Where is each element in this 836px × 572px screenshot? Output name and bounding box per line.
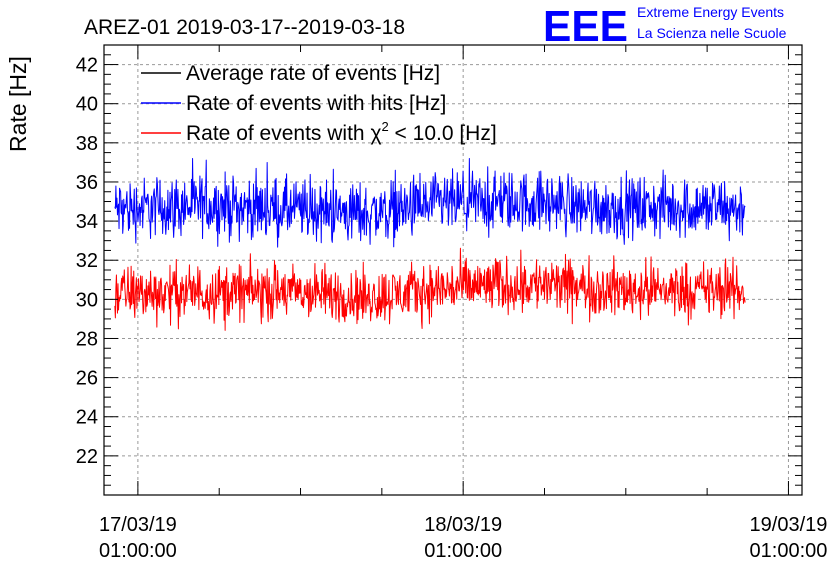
legend-label-hits: Rate of events with hits [Hz] — [186, 92, 446, 115]
y-tick-label: 24 — [76, 407, 98, 429]
y-tick-label: 26 — [76, 368, 98, 390]
y-tick-label: 32 — [76, 250, 98, 272]
x-tick-date-label: 17/03/19 — [99, 514, 177, 536]
y-tick-label: 42 — [76, 55, 98, 77]
series-layer — [114, 157, 746, 331]
eee-logo: EEE Extreme Energy Events La Scienza nel… — [543, 2, 787, 51]
legend-label-chi2: Rate of events with χ2 < 10.0 [Hz] — [186, 119, 497, 145]
x-ticks: 17/03/19 01:00:00 18/03/19 01:00:00 19/03/19… — [99, 45, 827, 562]
y-axis-label: Rate [Hz] — [5, 56, 31, 152]
y-tick-label: 22 — [76, 446, 98, 468]
x-tick-date-label: 19/03/19 — [750, 514, 828, 536]
y-tick-label: 40 — [76, 94, 98, 116]
y-ticks: 22 24 26 28 30 32 34 36 38 40 42 — [76, 44, 802, 486]
logo-line-2: La Scienza nelle Scuole — [637, 25, 787, 41]
x-tick-time-label: 01:00:00 — [99, 540, 177, 562]
legend-chi2-suffix: < 10.0 [Hz] — [389, 122, 497, 145]
x-tick-time-label: 01:00:00 — [750, 540, 828, 562]
x-tick-date-label: 18/03/19 — [424, 514, 502, 536]
legend-label-average: Average rate of events [Hz] — [186, 62, 440, 85]
y-tick-label: 38 — [76, 133, 98, 155]
y-tick-label: 34 — [76, 211, 98, 233]
y-tick-label: 30 — [76, 289, 98, 311]
x-tick-time-label: 01:00:00 — [424, 540, 502, 562]
chi-symbol: χ — [370, 122, 381, 145]
legend: Average rate of events [Hz] Rate of even… — [141, 62, 497, 145]
series-hits-line — [114, 157, 746, 248]
y-tick-label: 28 — [76, 328, 98, 350]
logo-line-1: Extreme Energy Events — [637, 4, 784, 20]
y-tick-label: 36 — [76, 172, 98, 194]
eee-logo-letters: EEE — [543, 2, 628, 51]
chi-exponent: 2 — [381, 119, 388, 134]
chart-title: AREZ-01 2019-03-17--2019-03-18 — [84, 16, 405, 39]
legend-chi2-prefix: Rate of events with — [186, 122, 370, 145]
series-chi2-line — [114, 247, 746, 331]
